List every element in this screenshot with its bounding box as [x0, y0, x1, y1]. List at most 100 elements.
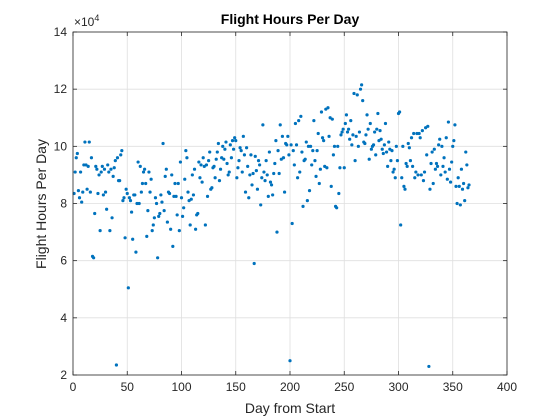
scatter-point [254, 169, 258, 173]
scatter-point [239, 149, 243, 153]
scatter-point [238, 146, 242, 150]
scatter-point [78, 170, 83, 174]
scatter-point [265, 173, 269, 177]
scatter-point [419, 173, 423, 177]
scatter-point [411, 164, 415, 168]
scatter-point [246, 164, 250, 168]
scatter-point [157, 214, 161, 218]
scatter-point [420, 129, 424, 133]
scatter-point [444, 136, 448, 140]
scatter-point [98, 229, 102, 233]
scatter-point [247, 196, 251, 200]
scatter-point [336, 144, 340, 148]
scatter-point [304, 140, 308, 144]
scatter-point [401, 144, 405, 148]
scatter-point [107, 170, 111, 174]
scatter-point [298, 170, 302, 174]
scatter-point [414, 170, 418, 174]
scatter-point [326, 106, 330, 110]
scatter-point [122, 196, 126, 200]
scatter-point [129, 210, 134, 214]
scatter-point [141, 170, 146, 174]
scatter-point [395, 159, 400, 163]
scatter-point [259, 203, 263, 207]
scatter-point [184, 149, 188, 153]
scatter-point [318, 167, 322, 171]
scatter-point [332, 144, 337, 148]
scatter-point [320, 136, 325, 140]
scatter-point [447, 167, 452, 171]
scatter-point [234, 139, 238, 143]
scatter-point [434, 161, 439, 166]
scatter-point [369, 147, 373, 151]
y-tick-label: 12 [54, 82, 68, 96]
scatter-point [438, 137, 442, 141]
scatter-point [456, 176, 460, 180]
scatter-point [76, 189, 81, 193]
scatter-point [186, 190, 190, 194]
scatter-point [450, 160, 454, 164]
scatter-point [201, 156, 205, 160]
scatter-point [266, 194, 270, 198]
scatter-point [392, 167, 396, 171]
scatter-point [393, 176, 397, 180]
scatter-point [154, 201, 159, 206]
scatter-point [314, 174, 318, 178]
scatter-point [357, 130, 362, 134]
scatter-point [311, 149, 315, 153]
scatter-point [430, 150, 434, 154]
scatter-point [368, 121, 372, 126]
scatter-point [428, 187, 432, 191]
scatter-point [74, 156, 78, 160]
scatter-point [148, 190, 152, 194]
scatter-point [274, 139, 278, 143]
scatter-point [225, 161, 229, 166]
scatter-point [309, 144, 313, 148]
scatter-point [212, 164, 216, 168]
scatter-point [463, 199, 467, 203]
scatter-point [330, 117, 334, 121]
scatter-point [260, 176, 264, 180]
scatter-point [351, 133, 355, 137]
scatter-point [288, 359, 292, 363]
scatter-point [250, 183, 254, 187]
scatter-point [375, 127, 379, 131]
scatter-point [158, 211, 162, 216]
scatter-point [262, 170, 266, 174]
y-axis-exponent: ×104 [74, 13, 99, 29]
scatter-point [88, 190, 92, 194]
scatter-point [273, 161, 277, 166]
scatter-point [159, 193, 163, 197]
scatter-point [126, 286, 130, 290]
scatter-point [465, 163, 469, 167]
scatter-point [374, 153, 378, 157]
scatter-point [380, 147, 384, 151]
scatter-point [431, 181, 435, 186]
scatter-point [422, 170, 427, 174]
scatter-point [136, 160, 140, 164]
scatter-point [77, 196, 82, 200]
scatter-point [437, 143, 441, 147]
scatter-point [445, 177, 449, 181]
y-tick-label: 8 [60, 197, 67, 211]
scatter-point [252, 261, 256, 266]
scatter-point [301, 204, 305, 208]
scatter-point [404, 161, 408, 166]
scatter-point [178, 160, 183, 164]
scatter-point [223, 147, 227, 151]
scatter-point [177, 229, 181, 233]
scatter-point [453, 123, 457, 127]
chart-title: Flight Hours Per Day [221, 11, 360, 27]
scatter-point [280, 134, 285, 138]
scatter-point [354, 134, 358, 138]
scatter-point [73, 170, 77, 174]
scatter-point [269, 183, 274, 187]
scatter-point [191, 193, 196, 197]
scatter-point [440, 144, 444, 148]
scatter-point [103, 190, 108, 194]
scatter-point [95, 167, 99, 171]
scatter-point [263, 179, 267, 183]
scatter-point [192, 167, 197, 171]
scatter-points [72, 83, 471, 369]
scatter-point [329, 184, 333, 188]
